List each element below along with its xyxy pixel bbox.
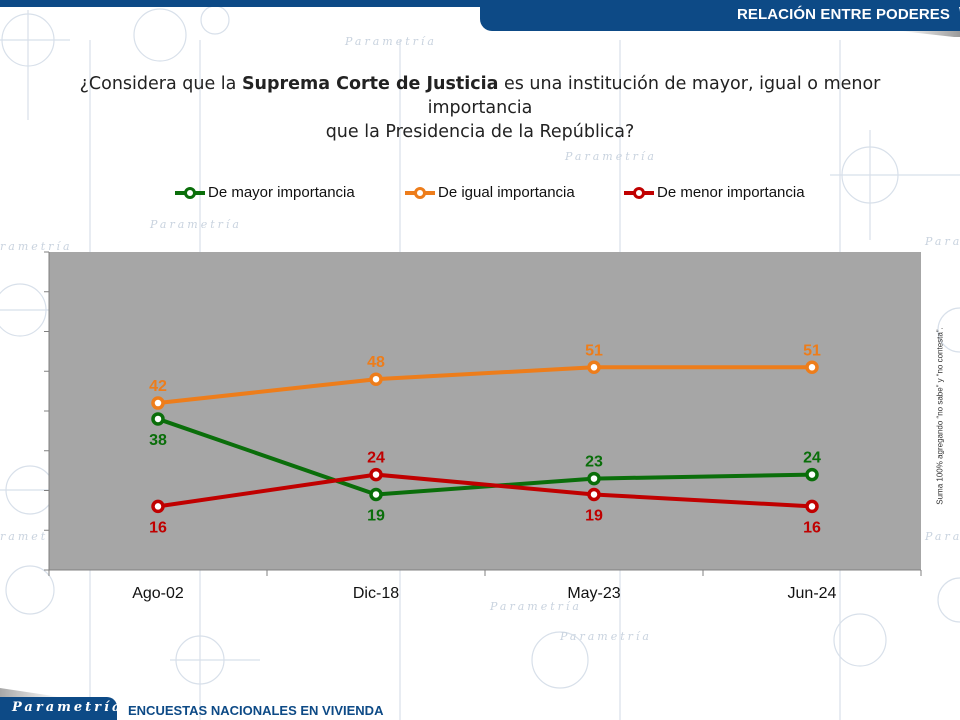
data-point	[151, 499, 165, 514]
header-shadow	[900, 31, 960, 37]
data-label: 16	[149, 519, 167, 536]
data-label: 16	[803, 519, 821, 536]
legend-marker-igual	[405, 186, 435, 199]
data-label: 42	[149, 378, 167, 395]
section-title: RELACIÓN ENTRE PODERES	[736, 6, 950, 23]
data-label: 38	[149, 432, 167, 449]
data-point	[805, 467, 819, 482]
data-label: 51	[803, 342, 821, 359]
data-point	[587, 360, 601, 375]
legend-marker-menor	[624, 186, 654, 199]
section-header: RELACIÓN ENTRE PODERES	[480, 0, 960, 31]
plot-area	[49, 252, 921, 570]
data-label: 51	[585, 342, 603, 359]
data-point	[369, 467, 383, 482]
side-note: Suma 100% agregando “no sabe” y “no cont…	[935, 327, 945, 505]
legend-item-menor: De menor importancia	[623, 184, 805, 201]
data-label: 24	[803, 450, 821, 467]
x-tick-label: Jun-24	[788, 585, 837, 602]
footer-shadow	[0, 688, 60, 697]
legend-label-menor: De menor importancia	[657, 184, 805, 201]
question-line2: que la Presidencia de la República?	[325, 122, 635, 142]
question-bold: Suprema Corte de Justicia	[241, 74, 499, 94]
data-point	[805, 360, 819, 375]
data-point	[587, 487, 601, 502]
data-point	[587, 471, 601, 486]
data-label: 19	[367, 507, 385, 524]
x-tick-label: Ago-02	[132, 585, 184, 602]
legend-item-mayor: De mayor importancia	[174, 184, 355, 201]
legend-label-mayor: De mayor importancia	[208, 184, 355, 201]
x-tick-label: Dic-18	[353, 585, 399, 602]
data-label: 23	[585, 454, 603, 471]
parametria-logo: Parametría	[0, 697, 120, 720]
survey-question: ¿Considera que la Suprema Corte de Justi…	[30, 72, 930, 144]
data-point	[151, 396, 165, 410]
legend-label-igual: De igual importancia	[438, 184, 575, 201]
x-tick-label: May-23	[567, 585, 620, 602]
data-label: 48	[367, 354, 385, 371]
data-label: 19	[585, 507, 603, 524]
question-part1: ¿Considera que la	[79, 74, 242, 94]
legend-marker-mayor	[175, 186, 205, 199]
data-point	[151, 412, 165, 426]
series-line-1	[157, 365, 812, 406]
logo-text: Parametría	[12, 700, 124, 715]
chart-legend: De mayor importancia De igual importanci…	[0, 184, 960, 206]
survey-label: ENCUESTAS NACIONALES EN VIVIENDA	[128, 703, 384, 718]
legend-item-igual: De igual importancia	[404, 184, 575, 201]
question-part2: es una institución de mayor, igual o men…	[427, 74, 881, 118]
series-line-2	[157, 472, 813, 509]
data-point	[369, 372, 383, 386]
data-point	[369, 487, 383, 502]
data-point	[805, 499, 819, 514]
data-label: 24	[367, 450, 385, 467]
